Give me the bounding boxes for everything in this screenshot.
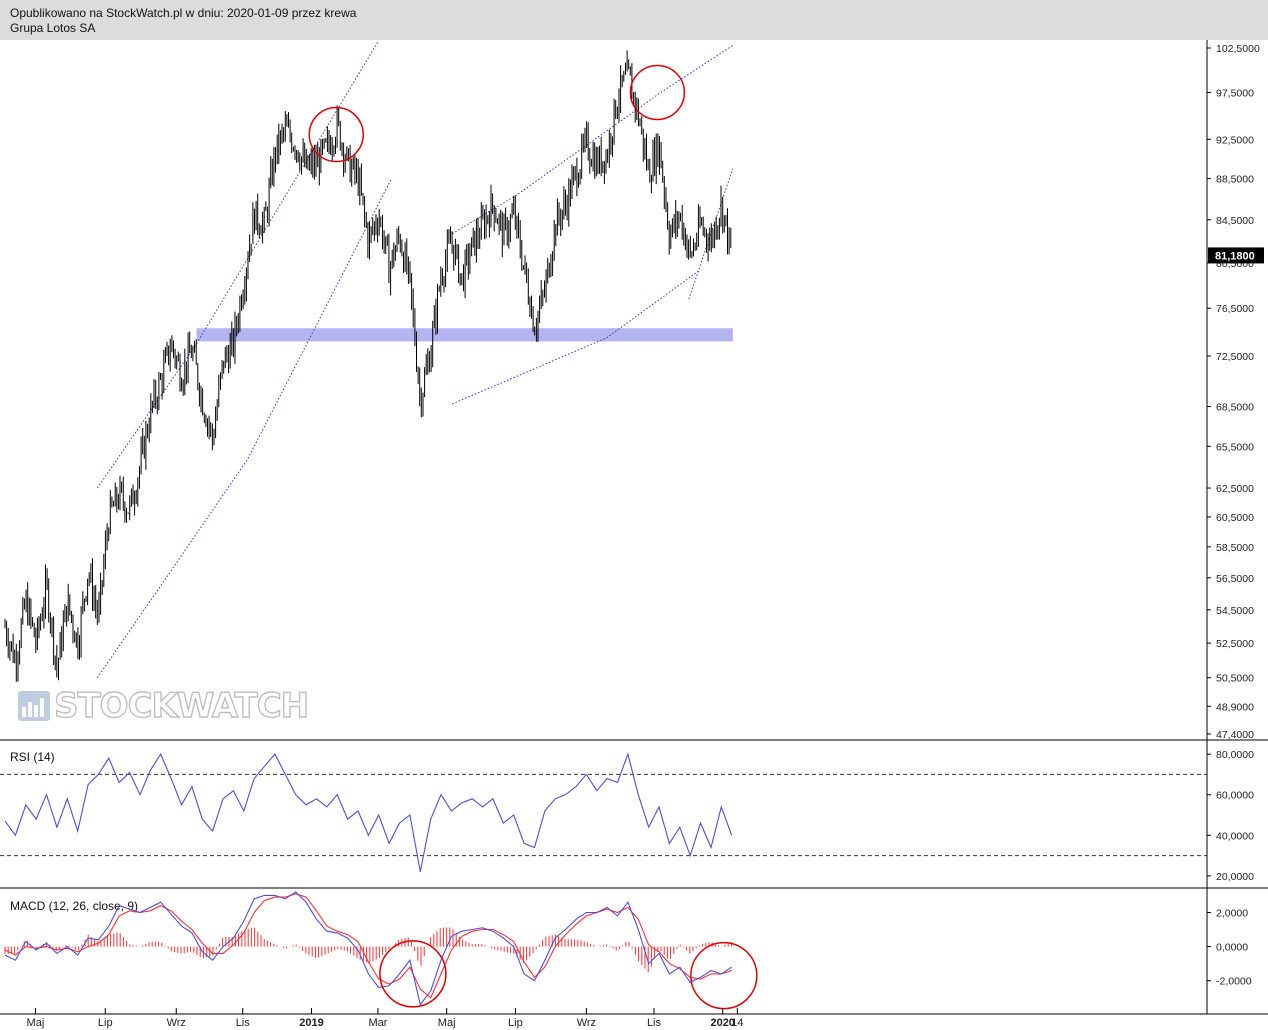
last-price-badge xyxy=(1208,247,1264,264)
bar-chart-icon xyxy=(18,691,50,721)
highlight-circle xyxy=(629,64,686,121)
rsi-tick-label: 40,0000 xyxy=(1216,830,1254,842)
price-tick-label: 68,5000 xyxy=(1216,401,1254,413)
time-tick-label: Maj xyxy=(438,1017,456,1029)
rsi-tick-label: 20,0000 xyxy=(1216,871,1254,883)
rsi-tick-label: 80,0000 xyxy=(1216,749,1254,761)
time-tick-label: Mar xyxy=(368,1017,387,1029)
price-tick-label: 52,5000 xyxy=(1216,638,1254,650)
time-tick-label: Lis xyxy=(647,1017,662,1029)
macd-line xyxy=(4,891,733,1006)
price-tick-label: 97,5000 xyxy=(1216,87,1254,99)
price-tick-label: 65,5000 xyxy=(1216,441,1254,453)
trendline-channel-1-lower xyxy=(96,178,392,678)
time-tick-label: Lip xyxy=(508,1017,523,1029)
stockwatch-watermark: STOCKWATCH xyxy=(18,685,310,727)
time-tick-label: Maj xyxy=(27,1017,45,1029)
price-tick-label: 102,5000 xyxy=(1216,43,1260,55)
macd-panel: MACD (12, 26, close, 9) 2,0000 0,0000 -2,00… xyxy=(4,891,1252,1010)
published-info: Opublikowano na StockWatch.pl w dniu: 20… xyxy=(10,6,357,20)
rsi-line xyxy=(4,752,733,872)
support-zone xyxy=(196,328,733,342)
price-tick-label: 47,4000 xyxy=(1216,729,1254,741)
price-tick-label: 88,5000 xyxy=(1216,174,1254,186)
time-tick-label: 2019 xyxy=(299,1017,323,1029)
rsi-title: RSI (14) xyxy=(10,750,55,764)
highlight-circle xyxy=(308,106,364,163)
watermark-text: STOCKWATCH xyxy=(53,685,310,726)
price-tick-label: 92,5000 xyxy=(1216,134,1254,146)
macd-title: MACD (12, 26, close, 9) xyxy=(10,899,138,913)
time-tick-label: Lip xyxy=(98,1017,113,1029)
last-price-label: 81,1800 xyxy=(1215,250,1255,262)
time-tick-label: Wrz xyxy=(167,1017,186,1029)
rsi-panel: RSI (14) 80,0000 60,0000 40,0000 20,0000 xyxy=(0,749,1254,883)
price-tick-label: 58,5000 xyxy=(1216,542,1254,554)
trendline-channel-2-upper xyxy=(452,44,734,235)
macd-tick-label: 0,0000 xyxy=(1216,942,1248,954)
time-tick-label: Lis xyxy=(236,1017,251,1029)
time-tick-label: Wrz xyxy=(577,1017,596,1029)
price-tick-label: 48,9000 xyxy=(1216,701,1254,713)
price-tick-label: 54,5000 xyxy=(1216,605,1254,617)
time-tick-label: 14 xyxy=(731,1017,743,1029)
price-tick-label: 72,5000 xyxy=(1216,351,1254,363)
price-tick-label: 56,5000 xyxy=(1216,573,1254,585)
price-tick-label: 50,5000 xyxy=(1216,673,1254,685)
price-panel: 102,500097,500092,500088,500084,500080,5… xyxy=(4,41,1264,741)
trendline-channel-1-upper xyxy=(96,41,379,489)
rsi-tick-label: 60,0000 xyxy=(1216,790,1254,802)
macd-tick-label: -2,0000 xyxy=(1216,976,1252,988)
price-tick-label: 60,5000 xyxy=(1216,512,1254,524)
macd-highlight-circle xyxy=(379,940,447,1008)
macd-highlight-circle xyxy=(690,941,758,1010)
price-tick-label: 62,5000 xyxy=(1216,483,1254,495)
instrument-name: Grupa Lotos SA xyxy=(10,21,96,35)
price-tick-label: 76,5000 xyxy=(1216,303,1254,315)
header-bar: Opublikowano na StockWatch.pl w dniu: 20… xyxy=(0,0,1268,40)
macd-tick-label: 2,0000 xyxy=(1216,907,1248,919)
price-tick-label: 84,5000 xyxy=(1216,215,1254,227)
time-tick-label: 2020 xyxy=(710,1017,734,1029)
